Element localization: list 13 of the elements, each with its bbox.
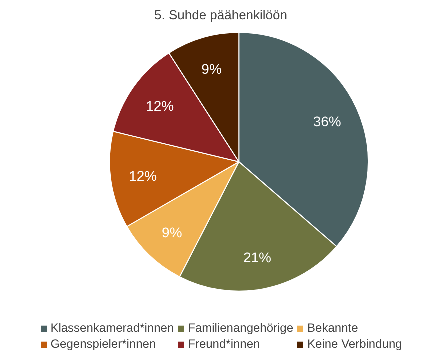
legend-label: Familienangehörige <box>188 321 294 335</box>
legend-label: Klassenkamerad*innen <box>50 321 174 335</box>
data-label: 9% <box>162 224 182 240</box>
data-label: 21% <box>243 249 272 266</box>
chart-title: 5. Suhde päähenkilöön <box>154 8 288 22</box>
legend-label: Freund*innen <box>188 337 260 351</box>
legend-label: Keine Verbindung <box>308 337 402 351</box>
data-label: 12% <box>146 98 174 114</box>
legend-label: Gegenspieler*innen <box>50 337 156 351</box>
data-label: 12% <box>129 168 158 184</box>
legend-label: Bekannte <box>308 321 358 335</box>
data-label: 9% <box>202 60 222 77</box>
data-label: 36% <box>313 114 342 130</box>
